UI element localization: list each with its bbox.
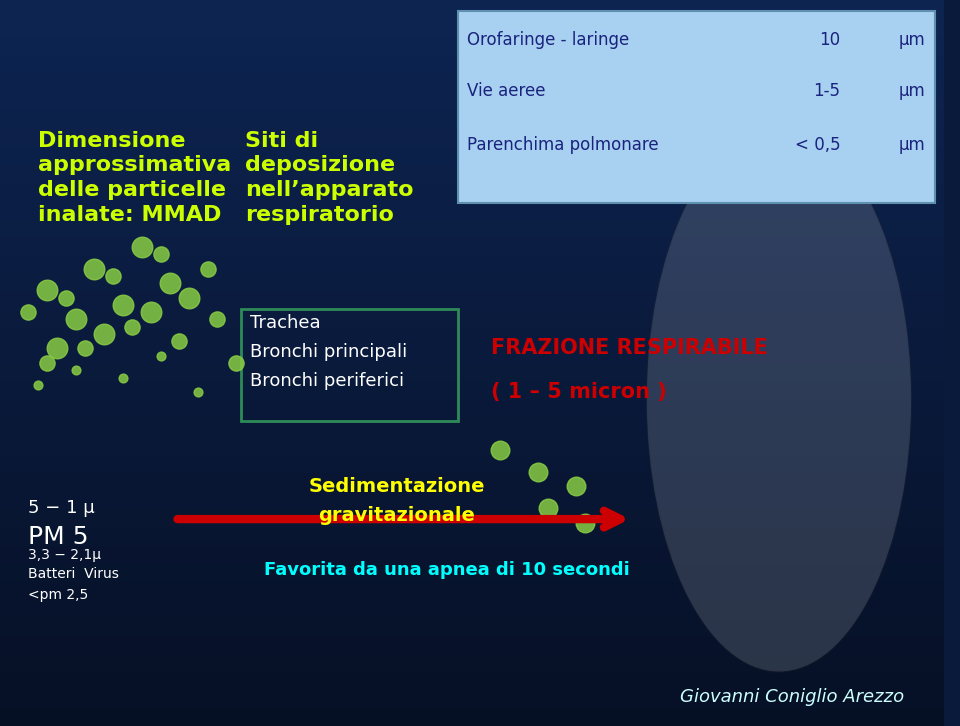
Point [96,328,111,340]
Bar [0,127,945,145]
Point [540,502,555,514]
Bar [0,653,945,672]
FancyBboxPatch shape [458,11,935,203]
Point [200,263,215,274]
Bar [0,200,945,218]
Point [115,372,131,383]
Bar [0,472,945,490]
Point [531,466,546,478]
Point [162,277,178,289]
Bar [0,327,945,345]
Text: μm: μm [899,82,925,99]
Point [30,379,45,391]
Bar [0,417,945,436]
Bar [0,454,945,472]
Bar [0,617,945,635]
Point [578,517,593,529]
Bar [0,381,945,399]
Point [106,270,121,282]
Text: <pm 2,5: <pm 2,5 [29,588,88,603]
Bar [0,290,945,309]
Point [115,299,131,311]
Text: 10: 10 [819,31,840,49]
Point [39,285,55,296]
Point [191,386,206,398]
Point [86,263,102,274]
Bar [0,145,945,163]
Point [59,292,74,303]
Bar [0,708,945,726]
Bar [0,54,945,73]
Text: Dimensione
approssimativa
delle particelle
inalate: MMAD: Dimensione approssimativa delle particel… [37,131,231,225]
Point [39,357,55,369]
Bar [0,272,945,290]
Bar [0,436,945,454]
Bar [0,163,945,182]
Point [134,241,150,253]
Bar [0,18,945,36]
Text: FRAZIONE RESPIRABILE: FRAZIONE RESPIRABILE [491,338,768,359]
Point [209,314,225,325]
Bar [0,309,945,327]
Bar [0,36,945,54]
Ellipse shape [647,127,911,672]
Bar [0,508,945,526]
Text: 1-5: 1-5 [813,82,840,99]
Point [228,357,244,369]
Bar [0,581,945,599]
Bar [0,599,945,617]
Text: Parenchima polmonare: Parenchima polmonare [468,136,659,154]
Point [68,314,84,325]
Text: Giovanni Coniglio Arezzo: Giovanni Coniglio Arezzo [680,688,904,706]
Text: 5 − 1 μ: 5 − 1 μ [29,499,95,517]
Text: Batteri  Virus: Batteri Virus [29,566,119,581]
Text: Siti di
deposizione
nell’apparato
respiratorio: Siti di deposizione nell’apparato respir… [246,131,414,225]
Text: Vie aeree: Vie aeree [468,82,546,99]
Bar [0,109,945,127]
Text: PM 5: PM 5 [29,525,89,550]
Bar [0,563,945,581]
Bar [0,690,945,708]
Bar [0,254,945,272]
Bar [0,218,945,236]
Point [153,248,168,260]
Bar [0,91,945,109]
Text: < 0,5: < 0,5 [795,136,840,154]
Point [21,306,36,318]
Bar [0,672,945,690]
Point [68,364,84,376]
Point [153,350,168,362]
Point [49,343,64,354]
Text: μm: μm [899,31,925,49]
Point [181,292,197,303]
Bar [0,526,945,544]
Text: Sedimentazione: Sedimentazione [308,477,485,496]
Text: gravitazionale: gravitazionale [318,506,475,525]
Bar [0,73,945,91]
Bar [0,399,945,417]
Point [78,343,93,354]
Bar [0,490,945,508]
Bar [0,345,945,363]
Bar [0,544,945,563]
Bar [0,635,945,653]
Text: ( 1 – 5 micron ): ( 1 – 5 micron ) [491,382,667,402]
Point [492,444,508,456]
Point [143,306,158,318]
Text: Favorita da una apnea di 10 secondi: Favorita da una apnea di 10 secondi [264,561,630,579]
Text: Bronchi periferici: Bronchi periferici [251,372,404,390]
Bar [0,236,945,254]
Text: Orofaringe - laringe: Orofaringe - laringe [468,31,630,49]
Bar [0,182,945,200]
Text: Trachea: Trachea [251,314,321,332]
Point [125,321,140,333]
Point [172,335,187,347]
Bar [0,0,945,18]
Text: Bronchi principali: Bronchi principali [251,343,407,361]
Bar [0,363,945,381]
Point [568,481,584,492]
Text: 3,3 − 2,1μ: 3,3 − 2,1μ [29,548,102,563]
Text: μm: μm [899,136,925,154]
